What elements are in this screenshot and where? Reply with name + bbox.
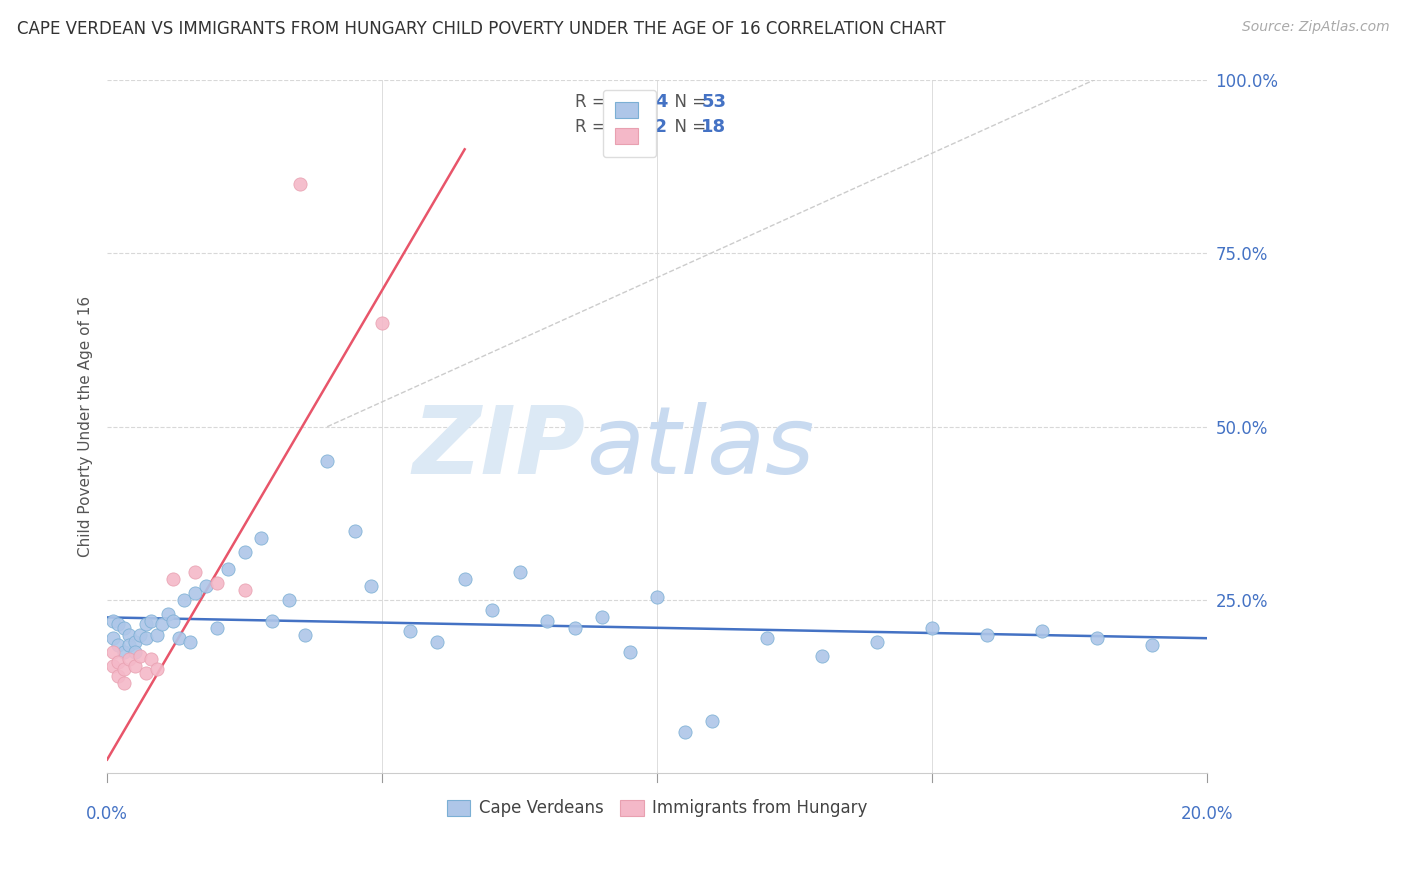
Text: -0.054: -0.054: [605, 93, 669, 112]
Point: [205, 575, 228, 590]
Text: R =: R =: [575, 93, 610, 112]
Point: [426, 634, 449, 648]
Text: atlas: atlas: [586, 402, 814, 493]
Text: 20.0%: 20.0%: [1181, 805, 1233, 822]
Point: [167, 631, 190, 645]
Point: [233, 544, 256, 558]
Point: [101, 631, 124, 645]
Text: N =: N =: [664, 118, 711, 136]
Point: [811, 648, 834, 663]
Point: [536, 614, 558, 628]
Legend: Cape Verdeans, Immigrants from Hungary: Cape Verdeans, Immigrants from Hungary: [440, 793, 875, 824]
Y-axis label: Child Poverty Under the Age of 16: Child Poverty Under the Age of 16: [79, 296, 93, 558]
Text: ZIP: ZIP: [413, 401, 586, 493]
Point: [294, 628, 316, 642]
Point: [233, 582, 256, 597]
Point: [866, 634, 889, 648]
Point: [124, 659, 146, 673]
Point: [673, 724, 696, 739]
Point: [1085, 631, 1108, 645]
Point: [179, 634, 201, 648]
Point: [112, 645, 135, 659]
Point: [398, 624, 420, 639]
Point: [107, 638, 129, 652]
Point: [129, 628, 152, 642]
Text: N =: N =: [664, 93, 711, 112]
Point: [756, 631, 779, 645]
Point: [619, 645, 641, 659]
Text: Source: ZipAtlas.com: Source: ZipAtlas.com: [1241, 20, 1389, 34]
Point: [107, 656, 129, 670]
Point: [129, 648, 152, 663]
Point: [118, 628, 141, 642]
Point: [112, 676, 135, 690]
Point: [184, 566, 207, 580]
Point: [118, 652, 141, 666]
Point: [145, 628, 167, 642]
Point: [1031, 624, 1053, 639]
Point: [118, 638, 141, 652]
Point: [101, 614, 124, 628]
Point: [645, 590, 668, 604]
Point: [135, 665, 157, 680]
Point: [316, 454, 339, 468]
Point: [1140, 638, 1163, 652]
Point: [921, 621, 943, 635]
Text: 0.742: 0.742: [605, 118, 668, 136]
Point: [343, 524, 366, 538]
Point: [205, 621, 228, 635]
Text: R =: R =: [575, 118, 610, 136]
Point: [184, 586, 207, 600]
Point: [173, 593, 195, 607]
Text: CAPE VERDEAN VS IMMIGRANTS FROM HUNGARY CHILD POVERTY UNDER THE AGE OF 16 CORREL: CAPE VERDEAN VS IMMIGRANTS FROM HUNGARY …: [17, 20, 945, 37]
Point: [217, 562, 239, 576]
Point: [135, 631, 157, 645]
Point: [107, 669, 129, 683]
Point: [371, 316, 394, 330]
Point: [453, 572, 475, 586]
Point: [162, 614, 184, 628]
Point: [145, 662, 167, 676]
Point: [135, 617, 157, 632]
Point: [107, 617, 129, 632]
Point: [250, 531, 273, 545]
Point: [702, 714, 724, 729]
Point: [124, 634, 146, 648]
Point: [277, 593, 299, 607]
Point: [509, 566, 531, 580]
Point: [112, 662, 135, 676]
Point: [288, 177, 311, 191]
Point: [124, 645, 146, 659]
Text: 53: 53: [702, 93, 725, 112]
Point: [976, 628, 998, 642]
Point: [101, 645, 124, 659]
Point: [162, 572, 184, 586]
Point: [481, 603, 503, 617]
Point: [564, 621, 586, 635]
Point: [141, 652, 163, 666]
Point: [112, 621, 135, 635]
Point: [591, 610, 613, 624]
Point: [141, 614, 163, 628]
Point: [156, 607, 179, 621]
Point: [101, 659, 124, 673]
Point: [195, 579, 218, 593]
Point: [360, 579, 382, 593]
Text: 18: 18: [702, 118, 727, 136]
Text: 0.0%: 0.0%: [86, 805, 128, 822]
Point: [150, 617, 173, 632]
Point: [262, 614, 284, 628]
